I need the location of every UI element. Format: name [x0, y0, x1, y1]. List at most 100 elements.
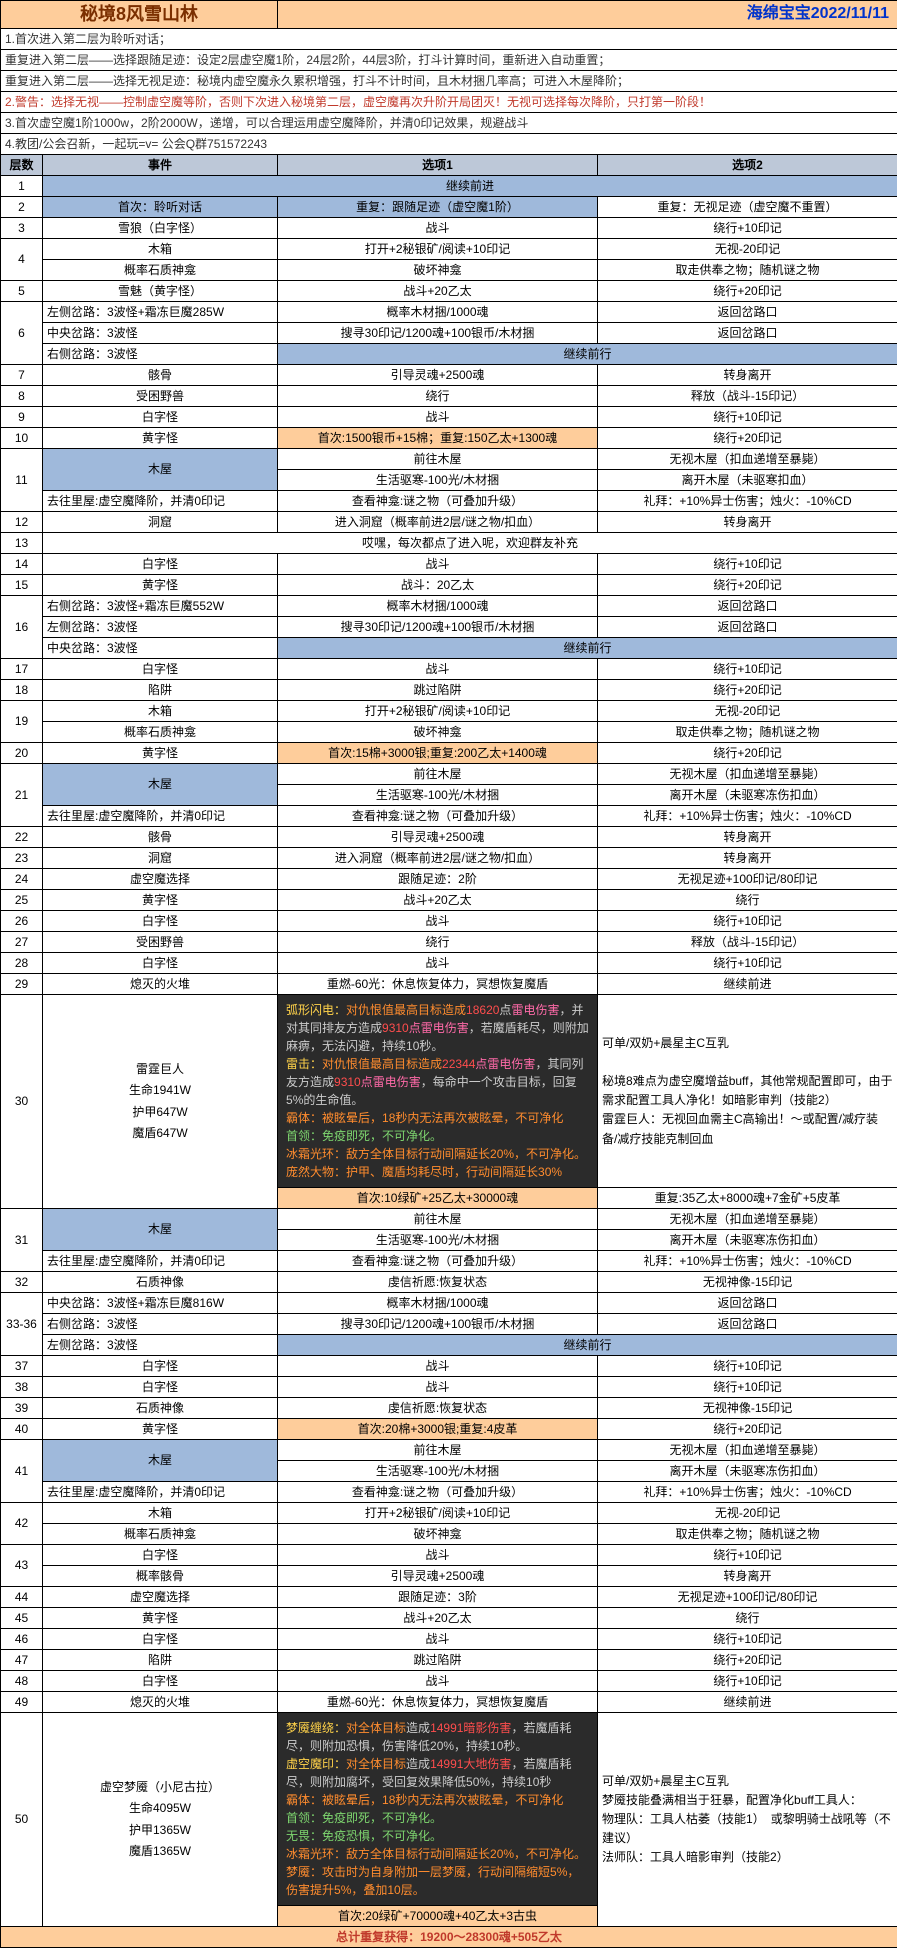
- cell: 破坏神龛: [278, 722, 598, 743]
- intro-line-3: 重复进入第二层——选择无视足迹：秘境内虚空魔永久累积增强，打斗不计时间，且木材捆…: [1, 71, 897, 92]
- cell: 概率石质神龛: [43, 260, 278, 281]
- intro-line-1: 1.首次进入第二层为聆听对话；: [1, 29, 897, 50]
- col-opt1: 选项1: [278, 155, 598, 176]
- cell: 取走供奉之物；随机谜之物: [598, 722, 897, 743]
- cell: 取走供奉之物；随机谜之物: [598, 260, 897, 281]
- boss-reward: 首次:20绿矿+70000魂+40乙太+3古虫: [278, 1906, 598, 1927]
- cell: 46: [1, 1629, 43, 1650]
- cell: 白字怪: [43, 407, 278, 428]
- cell: 礼拜：+10%异士伤害；烛火：-10%CD: [598, 1482, 897, 1503]
- cell: 绕行+10印记: [598, 1377, 897, 1398]
- cell: 打开+2秘银矿/阅读+10印记: [278, 1503, 598, 1524]
- cell: 概率木材捆/1000魂: [278, 1293, 598, 1314]
- cell: 黄字怪: [43, 575, 278, 596]
- cell: 21: [1, 764, 43, 827]
- cell: 黄字怪: [43, 743, 278, 764]
- cell: 战斗: [278, 659, 598, 680]
- cell: 雪狼（白字怪）: [43, 218, 278, 239]
- cell: 虚空魔选择: [43, 869, 278, 890]
- cell: 5: [1, 281, 43, 302]
- cell: 15: [1, 575, 43, 596]
- cell: 概率木材捆/1000魂: [278, 302, 598, 323]
- cell: 首次:1500银币+15棉；重复:150乙太+1300魂: [278, 428, 598, 449]
- cell: 42: [1, 1503, 43, 1545]
- cell: 绕行+20印记: [598, 281, 897, 302]
- cell: 搜寻30印记/1200魂+100银币/木材捆: [278, 617, 598, 638]
- cell: 离开木屋（未驱寒冻伤扣血）: [598, 785, 897, 806]
- cell: 跟随足迹：3阶: [278, 1587, 598, 1608]
- intro-line-5: 3.首次虚空魔1阶1000w，2阶2000W，递增，可以合理运用虚空魔降阶，并清…: [1, 113, 897, 134]
- cell: 无视神像-15印记: [598, 1272, 897, 1293]
- boss-reward-repeat: 重复:35乙太+8000魂+7金矿+5皮革: [598, 1188, 897, 1209]
- cell: 继续前行: [278, 638, 897, 659]
- cell: 跳过陷阱: [278, 680, 598, 701]
- cell: 生活驱寒-100光/木材捆: [278, 785, 598, 806]
- cell: 无视足迹+100印记/80印记: [598, 869, 897, 890]
- cell: 战斗: [278, 1629, 598, 1650]
- boss-skills: 梦魇缠绕：对全体目标造成14991暗影伤害，若魔盾耗尽，则附加恐惧，伤害降低20…: [278, 1713, 598, 1906]
- boss-info: 雷霆巨人 生命1941W 护甲647W 魔盾647W: [43, 995, 278, 1209]
- cell: 绕行+10印记: [598, 953, 897, 974]
- cell: 战斗: [278, 953, 598, 974]
- cell: 绕行: [598, 890, 897, 911]
- cell: 白字怪: [43, 1629, 278, 1650]
- cell: 中央岔路：3波怪: [43, 323, 278, 344]
- cell: 木箱: [43, 701, 278, 722]
- cell: 17: [1, 659, 43, 680]
- cell: 查看神龛:谜之物（可叠加升级）: [278, 806, 598, 827]
- cell: 概率骸骨: [43, 1566, 278, 1587]
- cell: 32: [1, 1272, 43, 1293]
- cell: 绕行+20印记: [598, 1419, 897, 1440]
- cell: 黄字怪: [43, 1608, 278, 1629]
- cell: 绕行+10印记: [598, 1671, 897, 1692]
- cell: 黄字怪: [43, 890, 278, 911]
- cell: 木屋: [43, 1440, 278, 1482]
- intro-line-2: 重复进入第二层——选择跟随足迹：设定2层虚空魔1阶，24层2阶，44层3阶，打斗…: [1, 50, 897, 71]
- cell: 木屋: [43, 764, 278, 806]
- cell: 50: [1, 1713, 43, 1927]
- cell: 9: [1, 407, 43, 428]
- cell: 绕行+20印记: [598, 1650, 897, 1671]
- cell: 战斗: [278, 1545, 598, 1566]
- cell: 战斗: [278, 1671, 598, 1692]
- cell: 继续前进: [598, 974, 897, 995]
- boss-reward: 首次:10绿矿+25乙太+30000魂: [278, 1188, 598, 1209]
- boss-strategy: 可单/双奶+晨星主C互乳 梦魇技能叠满相当于狂暴，配置净化buff工具人： 物理…: [598, 1713, 897, 1927]
- cell: 左侧岔路：3波怪: [43, 1335, 278, 1356]
- cell: 24: [1, 869, 43, 890]
- cell: 虚空魔选择: [43, 1587, 278, 1608]
- cell: 受困野兽: [43, 932, 278, 953]
- cell: 绕行+20印记: [598, 575, 897, 596]
- cell: 右侧岔路：3波怪: [43, 1314, 278, 1335]
- cell: 战斗: [278, 1377, 598, 1398]
- cell: 破坏神龛: [278, 1524, 598, 1545]
- cell: 前往木屋: [278, 449, 598, 470]
- cell: 无视木屋（扣血递增至暴毙）: [598, 449, 897, 470]
- cell: 离开木屋（未驱寒冻伤扣血）: [598, 1461, 897, 1482]
- cell: 哎嘿，每次都点了进入呢，欢迎群友补充: [43, 533, 897, 554]
- cell: 45: [1, 1608, 43, 1629]
- cell: 取走供奉之物；随机谜之物: [598, 1524, 897, 1545]
- cell: 返回岔路口: [598, 1293, 897, 1314]
- cell: 概率石质神龛: [43, 1524, 278, 1545]
- cell: 生活驱寒-100光/木材捆: [278, 1230, 598, 1251]
- col-layer: 层数: [1, 155, 43, 176]
- cell: 返回岔路口: [598, 302, 897, 323]
- cell: 绕行+10印记: [598, 1629, 897, 1650]
- cell: 白字怪: [43, 659, 278, 680]
- cell: 白字怪: [43, 1545, 278, 1566]
- cell: 重复：跟随足迹（虚空魔1阶）: [278, 197, 598, 218]
- cell: 1: [1, 176, 43, 197]
- cell: 继续前进: [598, 1692, 897, 1713]
- cell: 雪魅（黄字怪）: [43, 281, 278, 302]
- cell: 前往木屋: [278, 1209, 598, 1230]
- page-title: 秘境8风雪山林: [1, 1, 278, 29]
- cell: 去往里屋:虚空魔降阶，并清0印记: [43, 1251, 278, 1272]
- cell: 洞窟: [43, 848, 278, 869]
- cell: 转身离开: [598, 365, 897, 386]
- cell: 重燃-60光：休息恢复体力，冥想恢复魔盾: [278, 974, 598, 995]
- cell: 无视-20印记: [598, 239, 897, 260]
- cell: 7: [1, 365, 43, 386]
- cell: 白字怪: [43, 1356, 278, 1377]
- intro-warning: 2.警告：选择无视——控制虚空魔等阶，否则下次进入秘境第二层，虚空魔再次升阶开局…: [1, 92, 897, 113]
